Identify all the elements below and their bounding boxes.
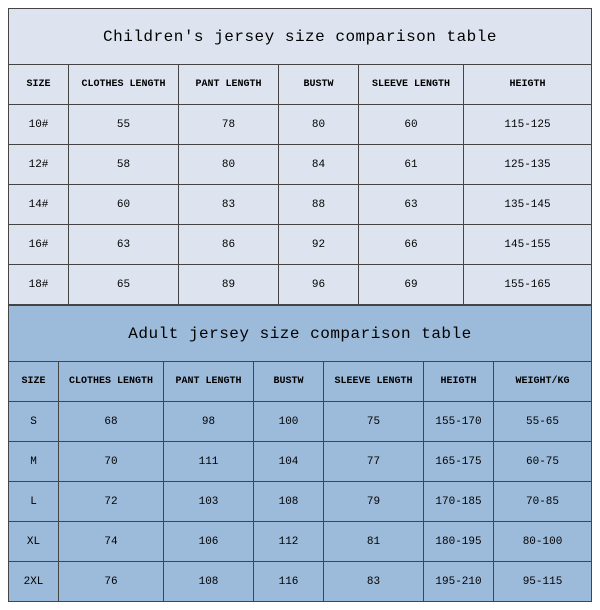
adult-header-cell: SIZE <box>9 362 59 402</box>
children-cell: 83 <box>179 185 279 225</box>
adult-header-cell: CLOTHES LENGTH <box>59 362 164 402</box>
children-cell: 55 <box>69 105 179 145</box>
adult-cell: 2XL <box>9 562 59 602</box>
children-header-cell: HEIGTH <box>464 65 592 105</box>
adult-header-cell: HEIGTH <box>424 362 494 402</box>
adult-header-cell: BUSTW <box>254 362 324 402</box>
children-cell: 65 <box>69 265 179 305</box>
adult-cell: S <box>9 402 59 442</box>
adult-cell: 170-185 <box>424 482 494 522</box>
children-cell: 66 <box>359 225 464 265</box>
adult-cell: 77 <box>324 442 424 482</box>
table-row: 16#63869266145-155 <box>9 225 592 265</box>
adult-cell: 75 <box>324 402 424 442</box>
table-row: M7011110477165-17560-75 <box>9 442 592 482</box>
children-cell: 78 <box>179 105 279 145</box>
children-header-cell: CLOTHES LENGTH <box>69 65 179 105</box>
children-cell: 115-125 <box>464 105 592 145</box>
children-cell: 60 <box>69 185 179 225</box>
adult-cell: L <box>9 482 59 522</box>
children-header-cell: PANT LENGTH <box>179 65 279 105</box>
adult-cell: 195-210 <box>424 562 494 602</box>
table-row: XL7410611281180-19580-100 <box>9 522 592 562</box>
adult-cell: 165-175 <box>424 442 494 482</box>
children-cell: 69 <box>359 265 464 305</box>
children-cell: 80 <box>279 105 359 145</box>
children-size-table: Children's jersey size comparison table … <box>8 8 592 305</box>
adult-title-cell: Adult jersey size comparison table <box>9 306 592 362</box>
table-row: 10#55788060115-125 <box>9 105 592 145</box>
adult-cell: 55-65 <box>494 402 592 442</box>
table-row: 14#60838863135-145 <box>9 185 592 225</box>
adult-cell: 81 <box>324 522 424 562</box>
size-tables-container: Children's jersey size comparison table … <box>0 0 600 610</box>
adult-header-cell: SLEEVE LENGTH <box>324 362 424 402</box>
adult-cell: 108 <box>164 562 254 602</box>
adult-cell: 116 <box>254 562 324 602</box>
children-cell: 88 <box>279 185 359 225</box>
adult-cell: XL <box>9 522 59 562</box>
adult-cell: 103 <box>164 482 254 522</box>
children-title-row: Children's jersey size comparison table <box>9 9 592 65</box>
adult-cell: 76 <box>59 562 164 602</box>
adult-title-row: Adult jersey size comparison table <box>9 306 592 362</box>
adult-cell: 72 <box>59 482 164 522</box>
children-title-cell: Children's jersey size comparison table <box>9 9 592 65</box>
children-cell: 135-145 <box>464 185 592 225</box>
table-row: 18#65899669155-165 <box>9 265 592 305</box>
children-cell: 16# <box>9 225 69 265</box>
adult-cell: 74 <box>59 522 164 562</box>
adult-cell: 70 <box>59 442 164 482</box>
table-row: S689810075155-17055-65 <box>9 402 592 442</box>
table-row: 12#58808461125-135 <box>9 145 592 185</box>
children-cell: 84 <box>279 145 359 185</box>
children-header-cell: SIZE <box>9 65 69 105</box>
adult-header-cell: WEIGHT/KG <box>494 362 592 402</box>
children-cell: 80 <box>179 145 279 185</box>
children-cell: 92 <box>279 225 359 265</box>
children-cell: 125-135 <box>464 145 592 185</box>
children-header-cell: BUSTW <box>279 65 359 105</box>
adult-cell: 104 <box>254 442 324 482</box>
children-cell: 60 <box>359 105 464 145</box>
adult-cell: 60-75 <box>494 442 592 482</box>
children-cell: 155-165 <box>464 265 592 305</box>
children-cell: 12# <box>9 145 69 185</box>
children-cell: 86 <box>179 225 279 265</box>
adult-size-table: Adult jersey size comparison table SIZEC… <box>8 305 592 602</box>
adult-cell: 155-170 <box>424 402 494 442</box>
children-cell: 63 <box>359 185 464 225</box>
adult-cell: 106 <box>164 522 254 562</box>
adult-cell: 68 <box>59 402 164 442</box>
adult-cell: 180-195 <box>424 522 494 562</box>
children-cell: 14# <box>9 185 69 225</box>
adult-cell: 70-85 <box>494 482 592 522</box>
children-header-row: SIZECLOTHES LENGTHPANT LENGTHBUSTWSLEEVE… <box>9 65 592 105</box>
adult-cell: 95-115 <box>494 562 592 602</box>
children-cell: 63 <box>69 225 179 265</box>
children-cell: 89 <box>179 265 279 305</box>
adult-cell: 108 <box>254 482 324 522</box>
table-row: L7210310879170-18570-85 <box>9 482 592 522</box>
children-cell: 61 <box>359 145 464 185</box>
adult-cell: 83 <box>324 562 424 602</box>
adult-cell: 98 <box>164 402 254 442</box>
children-cell: 96 <box>279 265 359 305</box>
children-header-cell: SLEEVE LENGTH <box>359 65 464 105</box>
adult-cell: 112 <box>254 522 324 562</box>
adult-cell: M <box>9 442 59 482</box>
children-cell: 58 <box>69 145 179 185</box>
adult-header-cell: PANT LENGTH <box>164 362 254 402</box>
children-cell: 18# <box>9 265 69 305</box>
adult-cell: 100 <box>254 402 324 442</box>
children-cell: 10# <box>9 105 69 145</box>
children-cell: 145-155 <box>464 225 592 265</box>
adult-header-row: SIZECLOTHES LENGTHPANT LENGTHBUSTWSLEEVE… <box>9 362 592 402</box>
table-row: 2XL7610811683195-21095-115 <box>9 562 592 602</box>
adult-cell: 79 <box>324 482 424 522</box>
adult-cell: 111 <box>164 442 254 482</box>
adult-cell: 80-100 <box>494 522 592 562</box>
